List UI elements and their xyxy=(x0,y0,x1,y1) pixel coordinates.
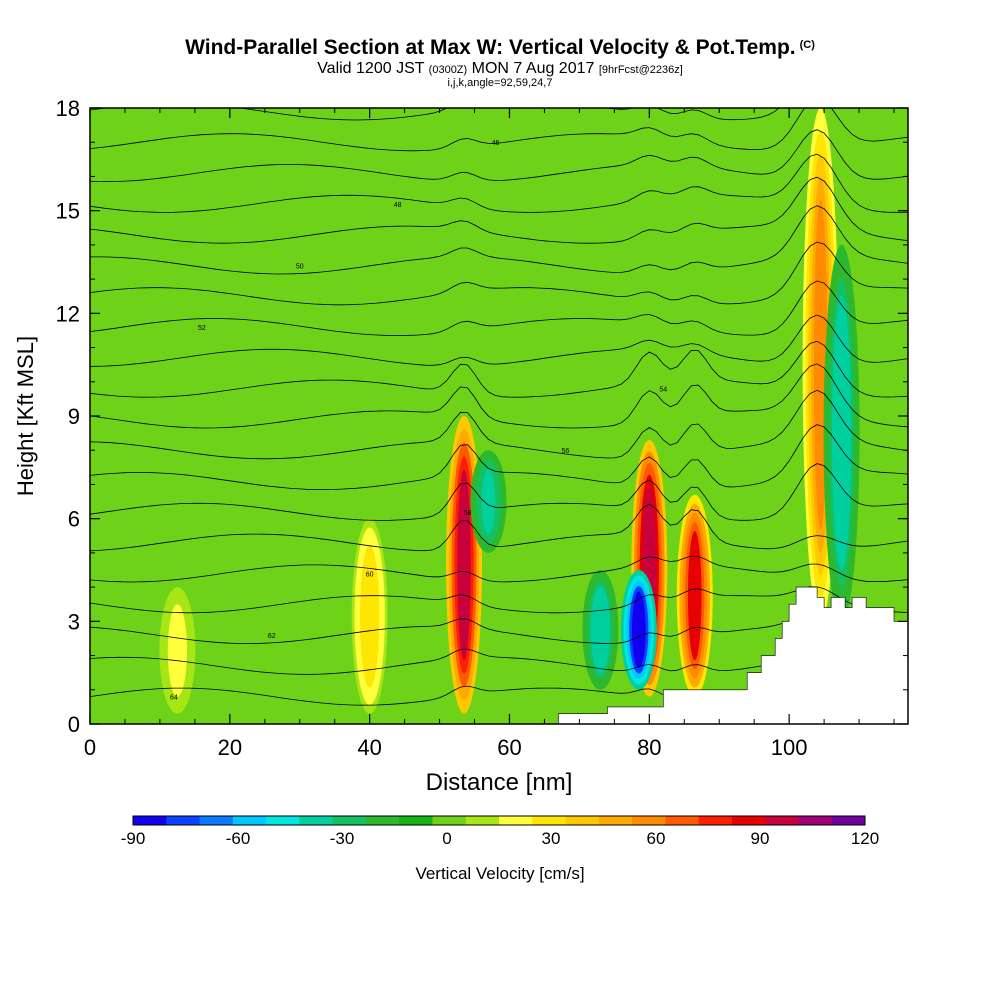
title-mark: (C) xyxy=(799,39,815,51)
colorbar-swatch xyxy=(432,816,467,825)
subtitle-utc: (0300Z) xyxy=(428,64,468,76)
colorbar-swatch xyxy=(731,816,766,825)
colorbar-swatch xyxy=(399,816,433,825)
theta-contour xyxy=(90,176,908,244)
colorbar-swatch xyxy=(166,816,201,825)
theta-contour-label: 50 xyxy=(296,263,304,270)
velocity-cell xyxy=(632,591,646,669)
theta-contour xyxy=(90,314,908,367)
colorbar-tick-label: 90 xyxy=(750,829,770,848)
colorbar-swatch xyxy=(698,816,733,825)
chart-title: Wind-Parallel Section at Max W: Vertical… xyxy=(0,36,1000,60)
theta-contour xyxy=(90,463,908,521)
colorbar-swatch xyxy=(332,816,367,825)
theta-contour xyxy=(90,205,908,275)
subtitle-valid: Valid 1200 JST xyxy=(317,60,425,77)
theta-contour-label: 62 xyxy=(268,633,276,640)
theta-contour-label: 64 xyxy=(170,695,178,702)
theta-contour-label: 54 xyxy=(659,387,667,394)
x-tick-label: 80 xyxy=(637,735,661,760)
velocity-cell xyxy=(170,609,185,691)
theta-contour xyxy=(90,280,908,337)
theta-contour xyxy=(90,153,908,213)
theta-contour xyxy=(90,555,908,583)
x-tick-label: 20 xyxy=(218,735,242,760)
x-tick-label: 0 xyxy=(84,735,96,760)
theta-contour xyxy=(90,503,908,552)
x-tick-label: 40 xyxy=(357,735,381,760)
y-tick-label: 0 xyxy=(68,712,80,737)
y-tick-label: 3 xyxy=(68,609,80,634)
colorbar-tick-label: -60 xyxy=(225,829,251,848)
chart-indices: i,j,k,angle=92,59,24,7 xyxy=(447,77,553,89)
chart-subtitle: Valid 1200 JST (0300Z) MON 7 Aug 2017 [9… xyxy=(0,60,1000,78)
colorbar-frame xyxy=(132,815,866,826)
theta-contour xyxy=(90,424,908,491)
theta-contour xyxy=(90,363,908,429)
x-axis-label: Distance [nm] xyxy=(426,769,573,796)
colorbar-title: Vertical Velocity [cm/s] xyxy=(415,864,585,883)
velocity-cell xyxy=(834,312,849,554)
axes: 0 20 40 60 80 100 0 3 6 9 12 15 18 xyxy=(56,96,908,760)
velocity-cell xyxy=(457,469,471,661)
x-tick-label: 60 xyxy=(497,735,521,760)
colorbar-swatch xyxy=(232,816,267,825)
colorbar-swatch xyxy=(798,816,833,825)
colorbar xyxy=(132,815,866,826)
colorbar-swatch xyxy=(133,816,167,825)
theta-contour-label: 58 xyxy=(464,510,472,517)
theta-contour xyxy=(90,586,908,614)
theta-contour xyxy=(90,611,908,644)
theta-contour-label: 48 xyxy=(394,202,402,209)
velocity-cell xyxy=(481,468,496,535)
x-tick-label: 100 xyxy=(771,735,808,760)
colorbar-swatch xyxy=(199,816,234,825)
theta-contour xyxy=(90,389,908,460)
y-tick-label: 12 xyxy=(56,301,80,326)
colorbar-swatch xyxy=(632,816,666,825)
colorbar-swatch xyxy=(565,816,600,825)
colorbar-tick-label: 0 xyxy=(442,829,452,848)
theta-contour-label: 60 xyxy=(366,571,374,578)
velocity-cell xyxy=(362,553,377,679)
theta-contour-label: 52 xyxy=(198,325,206,332)
colorbar-tick-label: 60 xyxy=(646,829,666,848)
colorbar-tick-label: -90 xyxy=(120,829,146,848)
theta-contour xyxy=(90,108,780,121)
y-tick-label: 9 xyxy=(68,404,80,429)
y-tick-label: 6 xyxy=(68,507,80,532)
theta-contour xyxy=(90,241,908,306)
theta-contour xyxy=(90,340,908,398)
colorbar-swatch xyxy=(665,816,700,825)
theta-contour-label: 46 xyxy=(492,140,500,147)
theta-contours: 64 62 60 58 56 54 52 50 48 46 xyxy=(90,108,908,706)
colorbar-swatch xyxy=(831,816,866,825)
theta-contour-label: 56 xyxy=(562,448,570,455)
colorbar-tick-label: -30 xyxy=(329,829,355,848)
colorbar-swatch xyxy=(598,816,633,825)
theta-contour xyxy=(90,108,908,152)
colorbar-tick-label: 120 xyxy=(850,829,880,848)
colorbar-swatch xyxy=(266,816,300,825)
y-axis-label: Height [Kft MSL] xyxy=(13,336,38,496)
theta-contour xyxy=(90,129,908,183)
colorbar-swatch xyxy=(499,816,533,825)
terrain-mask xyxy=(558,586,908,724)
subtitle-forecast: [9hrFcst@2236z] xyxy=(598,64,683,76)
y-tick-label: 18 xyxy=(56,96,80,121)
chart-title-text: Wind-Parallel Section at Max W: Vertical… xyxy=(185,36,796,59)
terrain-polygon xyxy=(558,586,908,724)
subtitle-date: MON 7 Aug 2017 xyxy=(471,60,595,77)
y-tick-label: 15 xyxy=(56,199,80,224)
velocity-cell xyxy=(687,531,702,661)
velocity-field xyxy=(159,108,860,714)
colorbar-swatch xyxy=(365,816,400,825)
colorbar-swatch xyxy=(299,816,334,825)
velocity-cell xyxy=(593,591,608,669)
colorbar-swatch xyxy=(465,816,500,825)
colorbar-tick-label: 30 xyxy=(541,829,561,848)
colorbar-swatch xyxy=(765,816,799,825)
colorbar-swatch xyxy=(532,816,567,825)
